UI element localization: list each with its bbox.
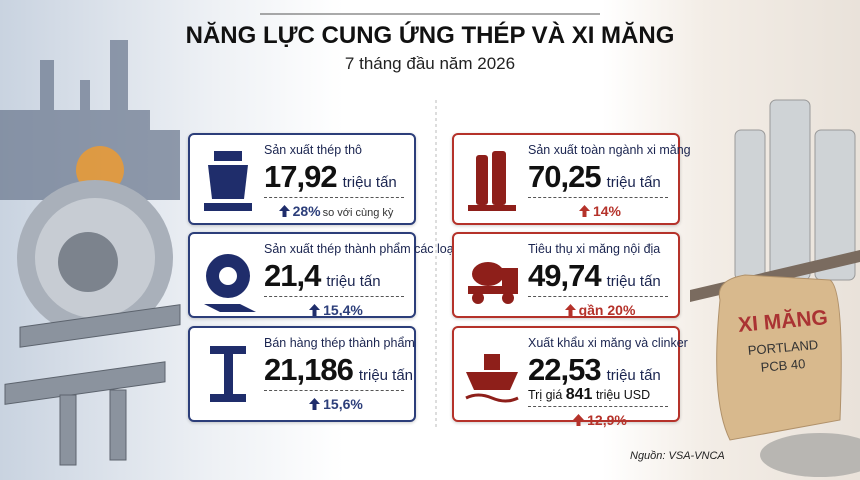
card-icon	[200, 147, 256, 215]
extra-unit: triệu USD	[595, 388, 651, 402]
card-icon	[200, 246, 256, 314]
value-unit: triệu tấn	[326, 273, 381, 290]
stat-card: Sản xuất thép thành phẩm các loại 21,4 tri…	[188, 232, 457, 318]
change: 12,9%	[528, 412, 672, 428]
card-label: Bán hàng thép thành phẩm	[264, 336, 415, 350]
card-label: Tiêu thụ xi măng nội địa	[528, 242, 661, 256]
up-arrow	[309, 398, 321, 410]
card-icon	[464, 147, 520, 215]
value-number: 70,25	[528, 159, 602, 194]
card-label: Sản xuất thép thô	[264, 143, 362, 157]
divider	[264, 197, 404, 198]
value-unit: triệu tấn	[606, 273, 661, 290]
icon	[468, 151, 516, 211]
value-unit: triệu tấn	[606, 174, 661, 191]
icon	[468, 262, 518, 304]
value-number: 21,186	[264, 352, 354, 387]
change: 15,4%	[264, 302, 408, 318]
change-value: 15,4%	[323, 302, 363, 318]
value-number: 17,92	[264, 159, 338, 194]
change-value: 15,6%	[323, 396, 363, 412]
up-arrow	[309, 304, 321, 316]
value-unit: triệu tấn	[606, 367, 661, 384]
card-icon	[464, 340, 520, 408]
card-icon	[200, 340, 256, 408]
card-value: 17,92 triệu tấn	[264, 159, 397, 195]
card-value: 22,53 triệu tấn	[528, 352, 661, 388]
icon	[204, 151, 252, 211]
change: 15,6%	[264, 396, 408, 412]
change: gần 20%	[528, 302, 672, 318]
card-icon	[464, 246, 520, 314]
extra-prefix: Trị giá	[528, 388, 563, 402]
card-value: 21,186 triệu tấn	[264, 352, 413, 388]
extra-value: 841	[565, 386, 593, 403]
stat-card: Tiêu thụ xi măng nội địa 49,74 triệu tấn gầ…	[452, 232, 680, 318]
card-label: Sản xuất thép thành phẩm các loại	[264, 242, 457, 256]
change: 14%	[528, 203, 672, 219]
value-number: 49,74	[528, 258, 602, 293]
stat-card: Bán hàng thép thành phẩm 21,186 triệu tấn 1…	[188, 326, 416, 422]
value-number: 22,53	[528, 352, 602, 387]
stat-card: Xuất khẩu xi măng và clinker 22,53 triệu t…	[452, 326, 688, 428]
change-value: gần 20%	[578, 302, 636, 318]
card-label: Xuất khẩu xi măng và clinker	[528, 336, 688, 350]
change-note: so với cùng kỳ	[322, 207, 394, 219]
title: NĂNG LỰC CUNG ỨNG THÉP VÀ XI MĂNG	[185, 22, 675, 49]
stat-card: Sản xuất thép thô 17,92 triệu tấn 28% so với…	[188, 133, 416, 225]
subtitle: 7 tháng đầu năm 2026	[344, 54, 516, 73]
change-value: 12,9%	[587, 412, 627, 428]
change-value: 28%	[292, 203, 321, 219]
divider	[264, 296, 404, 297]
value-unit: triệu tấn	[358, 367, 414, 384]
card-value: 70,25 triệu tấn	[528, 159, 661, 195]
up-arrow	[578, 205, 590, 217]
extra-info: Trị giá 841 triệu USD	[528, 386, 650, 404]
change-value: 14%	[592, 203, 622, 219]
value-number: 21,4	[264, 258, 321, 293]
divider	[264, 390, 404, 391]
card-value: 21,4 triệu tấn	[264, 258, 381, 294]
up-arrow	[573, 414, 585, 426]
icon	[204, 254, 256, 312]
up-arrow	[564, 304, 576, 316]
card-value: 49,74 triệu tấn	[528, 258, 661, 294]
stat-card: Sản xuất toàn ngành xi măng 70,25 triệu tấ…	[452, 133, 691, 225]
icon	[210, 346, 246, 402]
value-unit: triệu tấn	[342, 174, 397, 191]
divider	[528, 197, 668, 198]
divider	[528, 296, 668, 297]
change: 28% so với cùng kỳ	[264, 203, 408, 219]
card-label: Sản xuất toàn ngành xi măng	[528, 143, 691, 157]
icon	[465, 354, 519, 403]
source: Nguồn: VSA-VNCA	[630, 450, 725, 462]
up-arrow	[278, 205, 290, 217]
divider	[528, 406, 668, 407]
